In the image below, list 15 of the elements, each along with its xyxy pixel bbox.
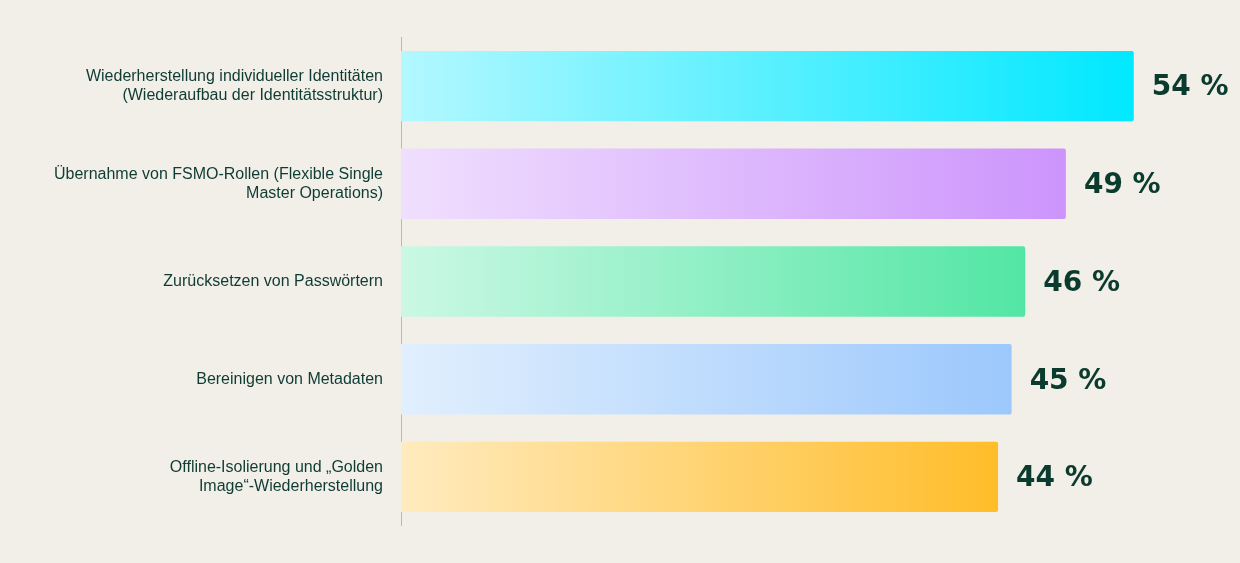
y-tick-label: Übernahme von FSMO-Rollen (Flexible Single Master Operations) [53,164,384,201]
bar [401,148,1066,219]
bar [401,344,1012,415]
bar [401,50,1134,122]
data-label: 54 % [1151,69,1229,103]
data-label: 44 % [1016,460,1093,494]
data-label: 49 % [1083,167,1161,201]
y-tick-label: Wiederherstellung individueller Identitäten (Wiederaufbau der Identitätsstruktur) [85,66,383,104]
y-tick-label: Bereinigen von Metadaten [196,369,383,387]
data-label: 46 % [1043,264,1120,298]
bar [401,441,999,513]
y-tick-label: Offline-Isolierung und „Golden Image“-Wiederherstellung [169,457,383,494]
y-tick-label: Zurücksetzen von Passwörtern [163,271,383,289]
bar [401,246,1026,317]
data-label: 45 % [1029,362,1107,396]
